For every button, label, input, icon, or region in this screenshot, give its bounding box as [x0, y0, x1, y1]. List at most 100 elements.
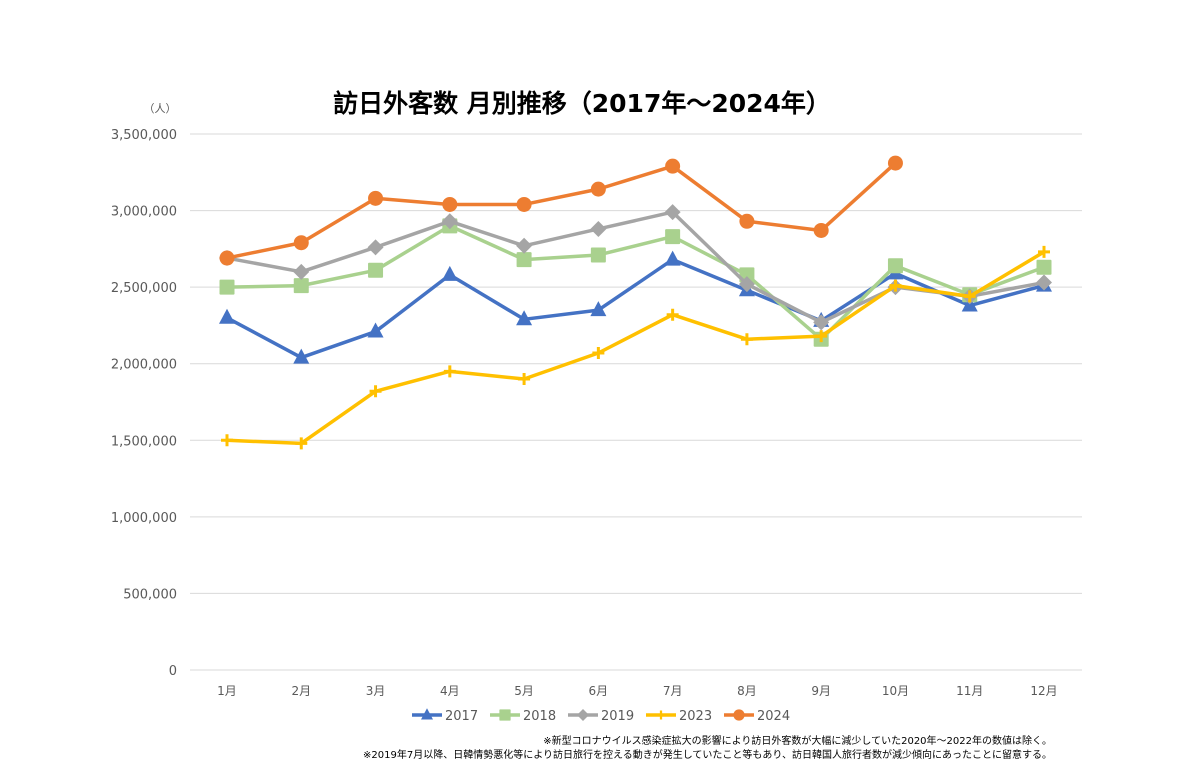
data-point-2023: [443, 365, 456, 378]
legend: 2017 2018 2019 2023 2024: [412, 708, 790, 724]
footnote-korea: ※2019年7月以降、日韓情勢悪化等により訪日旅行を控える動きが発生していたこと…: [363, 748, 1052, 761]
data-point-2023: [889, 279, 902, 292]
data-point-2017: [293, 348, 310, 364]
data-point-2019: [738, 276, 755, 293]
data-point-2023: [295, 437, 308, 450]
legend-marker-diamond-icon: [577, 709, 589, 721]
legend-label: 2019: [601, 709, 634, 724]
data-point-2019: [516, 237, 533, 254]
data-point-2018: [368, 262, 384, 278]
y-tick-label: 500,000: [123, 587, 177, 602]
data-point-2017: [441, 265, 458, 281]
y-tick-label: 3,500,000: [111, 128, 177, 143]
legend-label: 2018: [523, 709, 556, 724]
data-point-2024: [887, 155, 903, 171]
x-tick-label: 12月: [1030, 684, 1057, 698]
data-point-2024: [516, 196, 532, 212]
x-tick-label: 10月: [882, 684, 909, 698]
legend-marker-circle-icon: [733, 709, 745, 721]
data-point-2019: [441, 213, 458, 230]
series-2017: [219, 250, 1052, 364]
series-line-2019: [226, 210, 1045, 325]
y-tick-label: 1,500,000: [111, 434, 177, 449]
data-point-2017: [516, 310, 533, 326]
data-point-2018: [1036, 259, 1052, 275]
data-point-2018: [293, 278, 309, 294]
series-2018: [219, 218, 1052, 347]
y-tick-label: 1,000,000: [111, 511, 177, 526]
y-tick-label: 2,500,000: [111, 281, 177, 296]
legend-marker-square-icon: [499, 709, 511, 721]
data-point-2018: [516, 252, 532, 268]
x-tick-label: 9月: [811, 684, 831, 698]
data-point-2019: [367, 239, 384, 256]
data-point-2017: [367, 322, 384, 338]
series-line-2017: [226, 257, 1045, 360]
legend-item-2017: 2017: [412, 708, 478, 724]
chart-title: 訪日外客数 月別推移（2017年～2024年）: [333, 89, 831, 118]
footnote-covid: ※新型コロナウイルス感染症拡大の影響により訪日外客数が大幅に減少していた2020…: [543, 734, 1052, 747]
x-tick-label: 8月: [737, 684, 757, 698]
data-point-2024: [665, 158, 681, 174]
y-axis-ticks: 0 500,000 1,000,000 1,500,000 2,000,000 2,500…: [111, 128, 177, 679]
data-point-2017: [664, 250, 681, 266]
series-line-2024: [226, 161, 897, 260]
legend-label: 2024: [757, 709, 790, 724]
x-tick-label: 2月: [291, 684, 311, 698]
data-point-2024: [368, 190, 384, 206]
y-axis-unit-label: （人）: [144, 102, 177, 115]
gridlines: [190, 133, 1082, 671]
x-tick-label: 5月: [514, 684, 534, 698]
data-point-2018: [590, 247, 606, 263]
data-point-2023: [815, 330, 828, 343]
data-point-2019: [664, 204, 681, 221]
data-point-2023: [592, 346, 605, 359]
data-point-2019: [813, 314, 830, 331]
data-point-2024: [739, 213, 755, 229]
y-tick-label: 0: [169, 664, 177, 679]
series-line-2018: [226, 224, 1045, 341]
legend-label: 2017: [445, 709, 478, 724]
data-point-2017: [590, 301, 607, 317]
data-point-2024: [590, 181, 606, 197]
legend-item-2024: 2024: [724, 709, 790, 724]
legend-marker-plus-icon: [656, 710, 666, 720]
x-tick-label: 6月: [589, 684, 609, 698]
data-point-2019: [293, 263, 310, 280]
data-point-2024: [219, 250, 235, 266]
data-point-2018: [665, 229, 681, 245]
legend-marker-triangle-icon: [421, 708, 433, 720]
data-point-2018: [219, 279, 235, 295]
y-tick-label: 2,000,000: [111, 358, 177, 373]
series-2019: [219, 204, 1052, 331]
data-point-2019: [590, 220, 607, 237]
series-2023: [221, 245, 1050, 450]
x-tick-label: 11月: [956, 684, 983, 698]
series-line-2023: [226, 250, 1045, 446]
series-group: [219, 155, 1052, 450]
data-point-2018: [887, 258, 903, 274]
x-tick-label: 3月: [366, 684, 386, 698]
legend-item-2023: 2023: [646, 709, 712, 724]
data-point-2023: [963, 290, 976, 303]
x-tick-label: 4月: [440, 684, 460, 698]
data-point-2024: [442, 196, 458, 212]
legend-item-2018: 2018: [490, 709, 556, 724]
data-point-2024: [813, 222, 829, 238]
data-point-2023: [740, 333, 753, 346]
x-tick-label: 7月: [663, 684, 683, 698]
legend-label: 2023: [679, 709, 712, 724]
y-tick-label: 3,000,000: [111, 205, 177, 220]
x-tick-label: 1月: [217, 684, 237, 698]
data-point-2024: [293, 235, 309, 251]
x-axis-ticks: 1月 2月 3月 4月 5月 6月 7月 8月 9月 10月 11月 12月: [217, 684, 1057, 698]
legend-item-2019: 2019: [568, 709, 634, 724]
data-point-2019: [1036, 274, 1052, 291]
data-point-2023: [666, 308, 679, 321]
data-point-2023: [1038, 245, 1050, 258]
data-point-2023: [221, 434, 233, 447]
series-2024: [219, 155, 903, 266]
data-point-2023: [369, 385, 382, 398]
data-point-2017: [219, 308, 235, 324]
